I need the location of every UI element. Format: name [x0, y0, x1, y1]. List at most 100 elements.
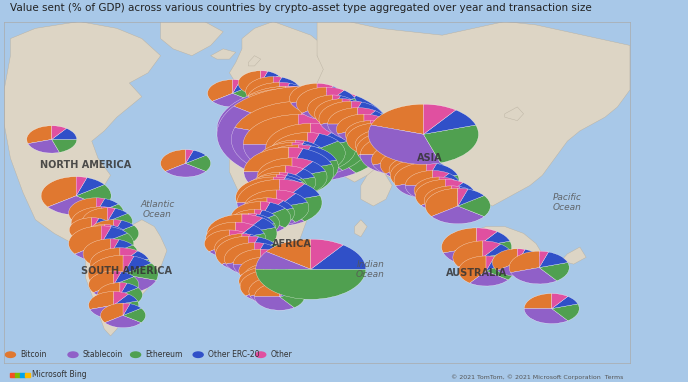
Wedge shape — [333, 100, 358, 117]
Wedge shape — [107, 209, 128, 222]
Wedge shape — [352, 102, 383, 119]
Wedge shape — [292, 88, 336, 129]
Wedge shape — [539, 252, 568, 267]
Wedge shape — [279, 184, 320, 202]
Wedge shape — [186, 151, 206, 163]
Wedge shape — [279, 180, 305, 202]
Wedge shape — [255, 254, 285, 272]
Wedge shape — [305, 86, 356, 134]
Wedge shape — [364, 114, 380, 129]
Wedge shape — [273, 177, 285, 197]
Wedge shape — [347, 123, 376, 153]
Wedge shape — [421, 196, 463, 212]
Wedge shape — [317, 83, 333, 99]
Text: AFRICA: AFRICA — [272, 239, 312, 249]
Wedge shape — [100, 303, 123, 323]
Wedge shape — [451, 186, 460, 201]
Wedge shape — [250, 193, 303, 210]
Text: NORTH AMERICA: NORTH AMERICA — [40, 160, 131, 170]
Wedge shape — [517, 249, 537, 262]
Polygon shape — [4, 21, 160, 254]
Wedge shape — [358, 150, 408, 167]
Wedge shape — [356, 132, 389, 155]
Wedge shape — [255, 296, 294, 310]
Wedge shape — [248, 83, 279, 96]
Wedge shape — [96, 199, 118, 213]
Bar — [10, 373, 15, 377]
Wedge shape — [234, 223, 275, 237]
Circle shape — [256, 352, 266, 358]
Wedge shape — [226, 259, 272, 275]
Wedge shape — [470, 271, 508, 286]
Wedge shape — [361, 144, 405, 160]
Wedge shape — [52, 139, 77, 152]
Wedge shape — [267, 201, 293, 213]
Wedge shape — [248, 243, 281, 264]
Wedge shape — [264, 273, 289, 289]
Wedge shape — [267, 266, 288, 276]
Wedge shape — [111, 240, 133, 254]
Wedge shape — [120, 288, 142, 302]
Wedge shape — [257, 142, 292, 173]
Wedge shape — [292, 117, 367, 162]
Text: Ethereum: Ethereum — [145, 350, 182, 359]
Wedge shape — [279, 83, 306, 100]
Wedge shape — [256, 269, 366, 299]
Wedge shape — [273, 178, 309, 197]
Wedge shape — [333, 95, 341, 108]
Circle shape — [193, 352, 203, 358]
Wedge shape — [257, 158, 292, 183]
Wedge shape — [264, 267, 289, 282]
Wedge shape — [273, 87, 301, 104]
Wedge shape — [408, 150, 424, 165]
Wedge shape — [217, 96, 336, 170]
Wedge shape — [252, 172, 279, 199]
Wedge shape — [408, 160, 436, 177]
Wedge shape — [101, 233, 133, 254]
Wedge shape — [311, 128, 354, 148]
Wedge shape — [301, 98, 361, 126]
Wedge shape — [123, 263, 158, 280]
Wedge shape — [261, 202, 270, 218]
Wedge shape — [342, 99, 351, 114]
Wedge shape — [427, 163, 458, 180]
Wedge shape — [244, 264, 267, 283]
Wedge shape — [299, 115, 331, 144]
Wedge shape — [207, 233, 263, 253]
Wedge shape — [305, 120, 392, 173]
Wedge shape — [277, 277, 303, 291]
Wedge shape — [247, 92, 290, 107]
Wedge shape — [420, 159, 429, 175]
Wedge shape — [239, 198, 267, 222]
Wedge shape — [286, 166, 303, 182]
Wedge shape — [445, 191, 475, 209]
Wedge shape — [120, 283, 127, 295]
Wedge shape — [233, 85, 257, 101]
Wedge shape — [420, 160, 444, 175]
Wedge shape — [256, 252, 311, 269]
Wedge shape — [402, 144, 419, 160]
Wedge shape — [350, 134, 385, 148]
Wedge shape — [237, 197, 295, 218]
Wedge shape — [509, 251, 539, 273]
Wedge shape — [439, 180, 463, 191]
Wedge shape — [90, 248, 120, 269]
Wedge shape — [255, 243, 264, 259]
Polygon shape — [455, 227, 542, 278]
Wedge shape — [99, 233, 134, 247]
Wedge shape — [289, 149, 332, 172]
Wedge shape — [289, 164, 334, 192]
Wedge shape — [477, 231, 510, 247]
Wedge shape — [277, 277, 285, 291]
Wedge shape — [277, 175, 286, 193]
Wedge shape — [74, 230, 110, 242]
Wedge shape — [98, 283, 120, 305]
Bar — [25, 373, 30, 377]
Wedge shape — [383, 129, 391, 144]
Polygon shape — [561, 247, 586, 264]
Wedge shape — [273, 77, 299, 92]
Wedge shape — [286, 86, 315, 114]
Wedge shape — [114, 291, 129, 305]
Wedge shape — [186, 155, 211, 172]
Wedge shape — [289, 94, 324, 117]
